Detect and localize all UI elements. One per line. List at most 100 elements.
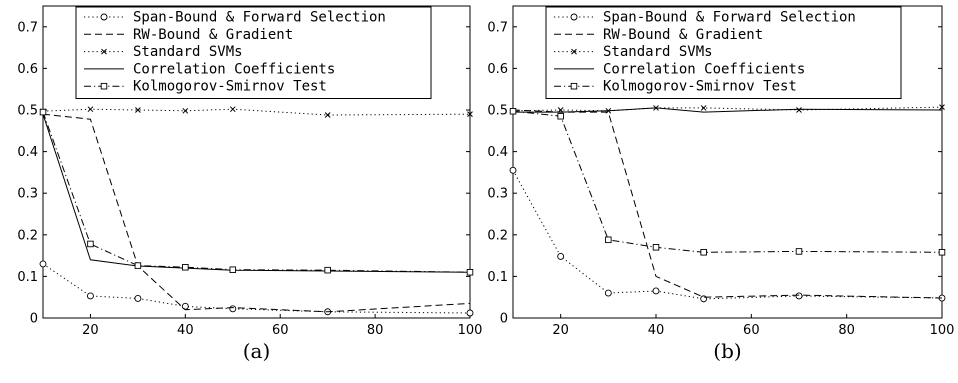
series-correlation-coefficients bbox=[42, 114, 471, 273]
square-marker bbox=[938, 249, 946, 256]
x-tick-label: 40 bbox=[648, 323, 665, 338]
series-line bbox=[512, 110, 943, 253]
y-tick-label: 0.1 bbox=[487, 270, 508, 285]
x-tick-label: 80 bbox=[367, 323, 384, 338]
y-tick-label: 0 bbox=[30, 312, 38, 327]
series-correlation-coefficients bbox=[513, 107, 943, 113]
legend-label: Standard SVMs bbox=[133, 44, 243, 60]
legend-box bbox=[75, 6, 432, 99]
legend-label: Kolmogorov-Smirnov Test bbox=[603, 79, 797, 95]
x-marker bbox=[467, 111, 473, 118]
legend-label: RW-Bound & Gradient bbox=[603, 27, 763, 43]
series-line bbox=[512, 109, 943, 299]
y-tick-label: 0.7 bbox=[17, 20, 38, 35]
plot-frame bbox=[42, 5, 471, 319]
circle-marker bbox=[86, 292, 94, 300]
series-line bbox=[42, 108, 471, 116]
x-tick-label: 100 bbox=[458, 323, 483, 338]
y-tick-label: 0.2 bbox=[17, 228, 38, 243]
legend-label: Correlation Coefficients bbox=[133, 61, 335, 77]
x-tick-label: 40 bbox=[177, 323, 194, 338]
legend-label: RW-Bound & Gradient bbox=[133, 27, 293, 43]
series-line bbox=[42, 114, 471, 273]
square-marker bbox=[87, 240, 94, 248]
x-tick-label: 60 bbox=[272, 323, 289, 338]
circle-marker bbox=[509, 166, 517, 174]
x-tick-label: 80 bbox=[838, 323, 855, 338]
series-line bbox=[512, 170, 943, 300]
circle-marker bbox=[100, 13, 108, 21]
series-rw-bound-gradient bbox=[512, 109, 943, 299]
chart-panel-b: 0 0.1 0.2 0.3 0.4 0.5 0.6 0.7 20 40 60 80 100 Span-Bo… bbox=[487, 5, 955, 363]
series-span-bound-forward-selection bbox=[509, 166, 946, 303]
square-marker bbox=[324, 266, 331, 274]
legend-label: Span-Bound & Forward Selection bbox=[133, 10, 386, 26]
square-marker bbox=[570, 82, 578, 90]
y-tick-label: 0.2 bbox=[487, 228, 508, 243]
series-kolmogorov-smirnov-test bbox=[39, 108, 474, 276]
legend-label: Correlation Coefficients bbox=[603, 61, 805, 77]
legend-box bbox=[545, 6, 902, 99]
square-marker bbox=[795, 248, 803, 255]
square-marker bbox=[509, 107, 517, 115]
circle-marker bbox=[604, 289, 612, 297]
circle-marker bbox=[652, 287, 660, 295]
series-line bbox=[512, 106, 943, 112]
panel-label: (b) bbox=[713, 339, 741, 363]
circle-marker bbox=[39, 260, 47, 268]
series-rw-bound-gradient bbox=[42, 113, 471, 313]
x-marker bbox=[229, 106, 236, 113]
y-tick-label: 0.3 bbox=[17, 187, 38, 202]
x-tick-label: 100 bbox=[930, 323, 955, 338]
y-tick-label: 0 bbox=[500, 312, 508, 327]
legend-label: Kolmogorov-Smirnov Test bbox=[133, 79, 327, 95]
circle-marker bbox=[229, 305, 237, 313]
square-marker bbox=[100, 82, 108, 90]
series-line bbox=[513, 107, 943, 113]
square-marker bbox=[466, 268, 474, 276]
panel-label: (a) bbox=[243, 339, 271, 363]
legend-label: Standard SVMs bbox=[603, 44, 713, 60]
x-marker bbox=[324, 112, 331, 118]
square-marker bbox=[182, 263, 189, 271]
x-marker bbox=[135, 107, 141, 113]
circle-marker bbox=[795, 292, 803, 300]
circle-marker bbox=[570, 13, 578, 21]
x-marker bbox=[796, 107, 802, 113]
y-tick-label: 0.4 bbox=[487, 145, 508, 160]
x-tick-label: 60 bbox=[743, 323, 760, 338]
x-marker bbox=[101, 48, 107, 55]
square-marker bbox=[557, 112, 564, 120]
square-marker bbox=[605, 236, 612, 244]
chart-panel-a: 0 0.1 0.2 0.3 0.4 0.5 0.6 0.7 20 40 60 80 100 Span-Bo… bbox=[17, 5, 483, 363]
square-marker bbox=[700, 249, 707, 256]
series-line bbox=[42, 113, 471, 313]
series-kolmogorov-smirnov-test bbox=[509, 107, 946, 256]
x-tick-label: 20 bbox=[552, 323, 569, 338]
x-marker bbox=[939, 104, 945, 110]
series-line bbox=[42, 111, 471, 273]
square-marker bbox=[652, 244, 660, 251]
series-span-bound-forward-selection bbox=[39, 260, 474, 317]
y-tick-label: 0.4 bbox=[17, 145, 38, 160]
square-marker bbox=[39, 108, 47, 116]
square-marker bbox=[134, 262, 142, 269]
y-tick-label: 0.6 bbox=[487, 62, 508, 77]
y-tick-label: 0.1 bbox=[17, 270, 38, 285]
circle-marker bbox=[466, 309, 474, 317]
x-marker bbox=[700, 105, 707, 111]
y-tick-label: 0.6 bbox=[17, 62, 38, 77]
square-marker bbox=[229, 266, 237, 273]
y-tick-label: 0.5 bbox=[17, 104, 38, 119]
circle-marker bbox=[557, 252, 565, 260]
circle-marker bbox=[134, 294, 142, 302]
y-tick-label: 0.3 bbox=[487, 187, 508, 202]
legend-label: Span-Bound & Forward Selection bbox=[603, 10, 856, 26]
x-marker bbox=[182, 107, 189, 114]
y-tick-label: 0.5 bbox=[487, 104, 508, 119]
x-marker bbox=[571, 48, 577, 55]
plot-frame bbox=[512, 5, 943, 319]
